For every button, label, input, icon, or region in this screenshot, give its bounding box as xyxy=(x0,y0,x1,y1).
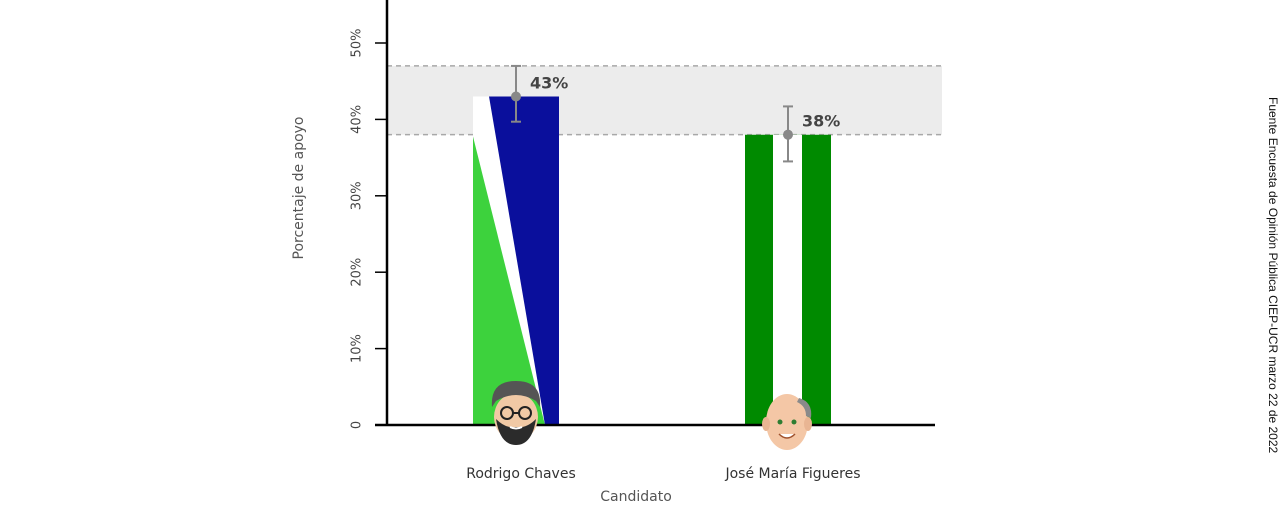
ear-right xyxy=(804,417,812,431)
avatars xyxy=(491,381,812,450)
bar-rodrigo-chaves xyxy=(473,96,559,425)
bar-green-part xyxy=(473,136,545,425)
y-axis-title: Porcentaje de apoyo xyxy=(291,117,307,260)
eye-right xyxy=(791,419,797,425)
category-label: José María Figueres xyxy=(724,466,860,482)
error-bars xyxy=(511,64,793,163)
labels: Rodrigo Chaves José María Figueres 43% 38% xyxy=(466,73,860,482)
y-tick-label: 0 xyxy=(350,421,365,429)
beard-shape xyxy=(496,419,536,445)
value-label: 38% xyxy=(802,112,840,131)
point-estimate-marker xyxy=(783,129,793,140)
hair-shape xyxy=(491,381,541,407)
ear-left xyxy=(762,417,770,431)
bars xyxy=(473,96,831,425)
y-tick-label: 30% xyxy=(350,181,365,210)
point-estimate-marker xyxy=(511,91,521,102)
y-tick-label: 40% xyxy=(350,105,365,134)
confidence-band xyxy=(387,65,942,136)
hair-shape xyxy=(797,398,812,418)
source-note: Fuente Encuesta de Opinión Pública CIEP-… xyxy=(1266,97,1280,454)
value-label: 43% xyxy=(530,73,568,92)
confidence-band-fill xyxy=(387,65,942,135)
bar-white-stripe xyxy=(773,134,802,425)
mouth-shape xyxy=(778,433,796,439)
bar-jos-mar-a-figueres xyxy=(745,134,831,425)
y-tick-label: 50% xyxy=(350,29,365,58)
eye-left xyxy=(777,419,783,425)
mouth-shape xyxy=(509,426,523,430)
bald-man-avatar-icon xyxy=(762,394,812,450)
face-shape xyxy=(766,394,808,450)
man-with-glasses-and-beard-avatar-icon xyxy=(491,381,541,445)
x-axis-title: Candidato xyxy=(600,489,672,505)
y-tick-label: 20% xyxy=(350,258,365,287)
axes: 0 10% 20% 30% 40% 50% Porcentaje de apoyo Candi… xyxy=(291,0,935,505)
y-tick-label: 10% xyxy=(350,334,365,363)
category-label: Rodrigo Chaves xyxy=(466,466,576,482)
